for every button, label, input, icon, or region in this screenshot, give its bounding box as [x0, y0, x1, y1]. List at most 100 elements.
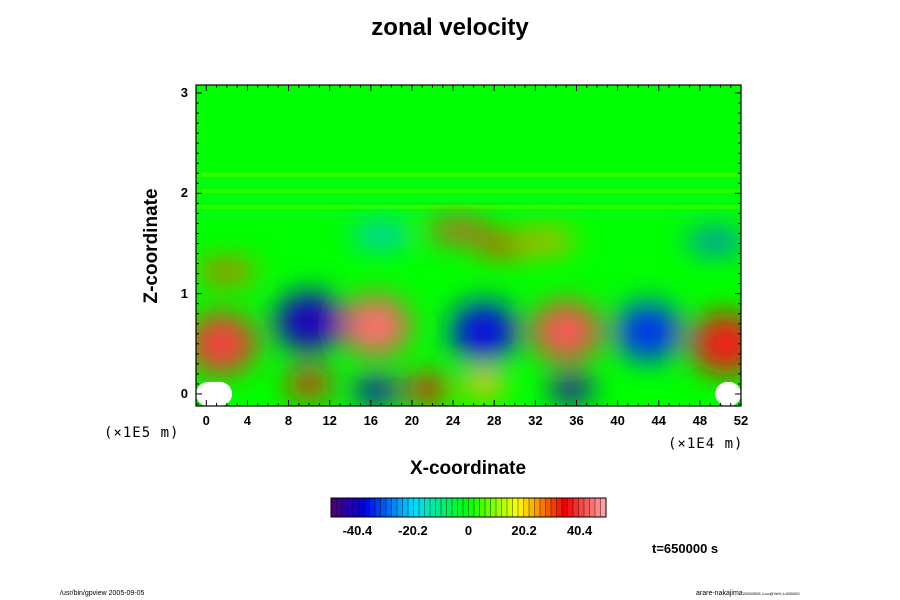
colorbar-step: [331, 498, 337, 517]
colorbar-tick-label: -40.4: [342, 523, 373, 538]
y-tick-label: 3: [180, 85, 188, 101]
colorbar-step: [446, 498, 453, 517]
colorbar-step: [358, 498, 365, 517]
colorbar-step: [523, 498, 530, 517]
colorbar-step: [479, 498, 486, 517]
colorbar-step: [545, 498, 552, 517]
velocity-cell-core: [465, 315, 503, 349]
colorbar-step: [512, 498, 519, 517]
x-tick-label: 44: [651, 413, 666, 428]
velocity-cell-core: [203, 327, 241, 361]
colorbar-step: [364, 498, 370, 517]
x-tick-label: 32: [528, 413, 543, 428]
colorbar-step: [474, 498, 480, 517]
x-tick-label: 36: [569, 413, 584, 428]
colorbar-step: [380, 498, 387, 517]
colorbar-step: [490, 498, 497, 517]
colorbar-step: [518, 498, 524, 517]
colorbar-step: [485, 498, 491, 517]
footer-right-sub: 20050905-1.nc@VelX,t=650000: [742, 591, 800, 596]
colorbar-step: [600, 498, 607, 517]
colorbar-step: [534, 498, 541, 517]
velocity-cell-core: [559, 381, 584, 397]
velocity-cell-core: [487, 240, 521, 251]
colorbar-step: [452, 498, 458, 517]
x-scale-label: (×1E4 m): [668, 436, 744, 452]
colorbar-step: [435, 498, 442, 517]
y-tick-label: 2: [180, 185, 188, 201]
plot-border: [195, 84, 742, 407]
velocity-cell-core: [210, 266, 244, 278]
colorbar-step: [347, 498, 354, 517]
stratified-band: [196, 205, 741, 209]
velocity-cell-core: [357, 309, 395, 343]
velocity-cell-core: [441, 224, 475, 236]
stratified-band: [196, 173, 741, 177]
colorbar-step: [573, 498, 579, 517]
masked-region: [715, 381, 741, 406]
stratified-band: [196, 181, 741, 185]
colorbar-step: [562, 498, 568, 517]
colorbar-step: [369, 498, 376, 517]
colorbar-step: [430, 498, 436, 517]
velocity-cell-core: [290, 305, 328, 339]
x-axis-ticks: [205, 85, 742, 406]
colorbar-step: [342, 498, 348, 517]
colorbar-step: [375, 498, 381, 517]
footer-right-main: arare-nakajima: [696, 590, 743, 597]
stratified-band: [196, 197, 741, 201]
chart-title: zonal velocity: [371, 14, 529, 41]
colorbar-step: [540, 498, 546, 517]
x-axis-label: X-coordinate: [409, 458, 527, 479]
x-tick-label: 4: [243, 413, 252, 428]
velocity-cell-core: [415, 381, 440, 397]
masked-region: [196, 381, 232, 406]
colorbar-step: [589, 498, 596, 517]
colorbar-step: [419, 498, 425, 517]
x-tick-label: 8: [284, 413, 293, 428]
colorbar-step: [413, 498, 420, 517]
x-tick-label: 48: [692, 413, 708, 428]
colorbar-step: [507, 498, 513, 517]
colorbar-step: [391, 498, 398, 517]
colorbar-step: [424, 498, 431, 517]
stratified-band: [196, 213, 741, 217]
colorbar-tick-label: 40.4: [566, 523, 593, 538]
colorbar-step: [551, 498, 557, 517]
colorbar-step: [386, 498, 392, 517]
colorbar-step: [578, 498, 585, 517]
x-tick-label: 0: [202, 413, 210, 428]
colorbar-step: [397, 498, 403, 517]
x-tick-label: 20: [404, 413, 420, 428]
footer-left: /usr/bin/gpview 2005-09-05: [60, 590, 145, 597]
colorbar-step: [567, 498, 574, 517]
velocity-cell-core: [471, 376, 497, 392]
colorbar-step: [463, 498, 469, 517]
y-tick-label: 1: [180, 285, 188, 301]
velocity-cell-core: [364, 229, 398, 241]
x-tick-label: 28: [486, 413, 502, 428]
colorbar-step: [584, 498, 590, 517]
x-tick-label: 40: [610, 413, 625, 428]
stratified-band: [196, 189, 741, 193]
colorbar-step: [468, 498, 475, 517]
y-tick-label: 0: [180, 385, 188, 401]
y-scale-label: (×1E5 m): [104, 425, 180, 441]
plot-frame: [195, 84, 742, 407]
colorbar-step: [457, 498, 464, 517]
velocity-structures: [196, 220, 741, 405]
colorbar-step: [496, 498, 502, 517]
colorbar-step: [529, 498, 535, 517]
velocity-cell-core: [529, 235, 563, 247]
colorbar-step: [595, 498, 601, 517]
colorbar-step: [408, 498, 414, 517]
x-tick-label: 12: [322, 413, 337, 428]
velocity-cell-core: [547, 315, 585, 349]
y-axis-label: Z-coordinate: [141, 188, 162, 304]
time-label: t=650000 s: [652, 541, 719, 556]
velocity-cell-core: [363, 383, 389, 399]
x-tick-label: 16: [363, 413, 379, 428]
colorbar: [330, 497, 607, 518]
x-tick-label: 24: [445, 413, 461, 428]
colorbar-border: [330, 497, 607, 518]
